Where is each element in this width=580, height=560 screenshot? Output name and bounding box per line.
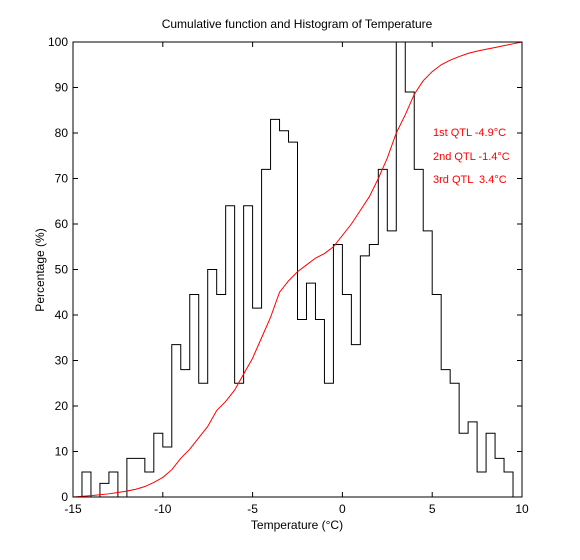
x-axis: -15 -10 -5 0 5 10 [64, 42, 529, 516]
y-tick-label: 40 [55, 308, 69, 322]
plot-area [72, 41, 523, 498]
y-tick-label: 60 [55, 217, 69, 231]
y-tick-label: 10 [55, 445, 69, 459]
y-axis: 0 10 20 30 40 50 60 70 80 90 100 [48, 35, 522, 504]
histogram-series [73, 42, 522, 497]
y-tick-label: 70 [55, 172, 69, 186]
cumulative-series [73, 42, 522, 497]
annotation-q3: 3rd QTL 3.4°C [433, 174, 507, 186]
chart-title: Cumulative function and Histogram of Tem… [162, 17, 433, 31]
y-tick-label: 50 [55, 263, 69, 277]
x-tick-label: -15 [64, 502, 82, 516]
x-tick-label: 5 [429, 502, 436, 516]
annotation-q2: 2nd QTL -1.4°C [433, 151, 510, 163]
y-tick-label: 80 [55, 126, 69, 140]
x-tick-label: -5 [247, 502, 258, 516]
x-tick-label: -10 [154, 502, 172, 516]
annotation-q1: 1st QTL -4.9°C [433, 127, 506, 139]
x-tick-label: 10 [515, 502, 529, 516]
y-tick-label: 20 [55, 399, 69, 413]
y-tick-label: 30 [55, 354, 69, 368]
x-axis-label: Temperature (°C) [251, 518, 343, 532]
quantile-annotations: 1st QTL -4.9°C 2nd QTL -1.4°C 3rd QTL 3.… [433, 127, 510, 186]
y-axis-label: Percentage (%) [33, 228, 47, 311]
y-tick-label: 100 [48, 35, 68, 49]
x-tick-label: 0 [339, 502, 346, 516]
y-tick-label: 0 [61, 490, 68, 504]
y-tick-label: 90 [55, 81, 69, 95]
